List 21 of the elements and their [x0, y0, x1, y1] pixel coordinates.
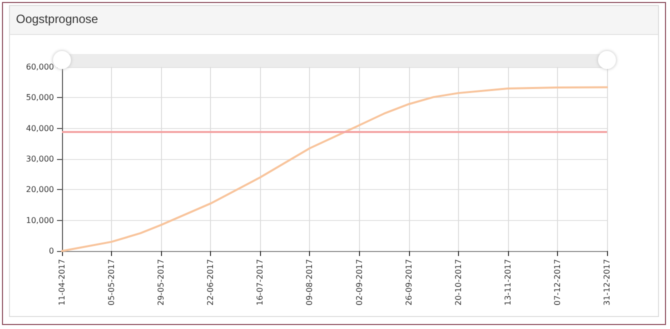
x-tick-label: 31-12-2017 — [602, 259, 612, 306]
line-series — [61, 86, 608, 252]
x-tick-label: 20-10-2017 — [454, 259, 463, 306]
y-tick-label: 0 — [48, 246, 54, 256]
y-tick-label: 30,000 — [26, 154, 54, 164]
x-tick-label: 07-12-2017 — [552, 259, 562, 306]
x-tick-label: 05-05-2017 — [107, 259, 116, 306]
y-tick-label: 40,000 — [26, 124, 54, 133]
x-tick-label: 13-11-2017 — [503, 259, 512, 306]
x-tick-label: 11-04-2017 — [58, 259, 66, 306]
x-tick-label: 22-06-2017 — [206, 259, 216, 306]
x-tick-label: 02-09-2017 — [354, 259, 364, 306]
y-tick-label: 20,000 — [26, 185, 54, 194]
x-tick-label: 09-08-2017 — [305, 259, 314, 306]
y-tick-label: 50,000 — [26, 93, 54, 102]
y-tick-label: 60,000 — [26, 62, 54, 72]
x-tick-label: 29-05-2017 — [156, 259, 166, 306]
x-tick-label: 16-07-2017 — [256, 259, 265, 306]
chart-title: Oogstprognose — [16, 12, 98, 26]
x-tick-label: 26-09-2017 — [404, 259, 414, 306]
y-tick-label: 10,000 — [26, 216, 54, 225]
